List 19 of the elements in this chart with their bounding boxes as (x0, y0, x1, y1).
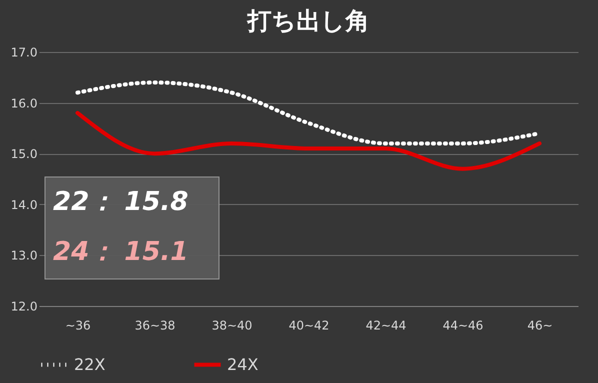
x-tick-label: 36~38 (134, 318, 176, 332)
legend-label: 24X (227, 354, 258, 374)
y-tick-label: 12.0 (10, 300, 38, 314)
x-tick-label: ~36 (65, 318, 91, 332)
x-tick-label: 40~42 (288, 318, 330, 332)
x-tick-label: 44~46 (442, 318, 484, 332)
y-tick-label: 13.0 (10, 248, 38, 263)
line-series (76, 110, 542, 171)
x-tick-label: 46~ (527, 318, 553, 332)
annotation: 24： 15.1 (53, 237, 188, 267)
chart-title: 打ち出し角 (246, 7, 370, 35)
annotation: 22： 15.8 (53, 187, 188, 217)
y-tick-label: 15.0 (10, 147, 38, 162)
x-tick-label: 42~44 (366, 318, 406, 332)
legend-label: 22X (74, 354, 106, 374)
y-tick-label: 16.0 (10, 96, 38, 110)
y-tick-label: 17.0 (10, 46, 38, 60)
x-tick-label: 38~40 (212, 318, 252, 332)
y-tick-label: 14.0 (10, 198, 38, 212)
